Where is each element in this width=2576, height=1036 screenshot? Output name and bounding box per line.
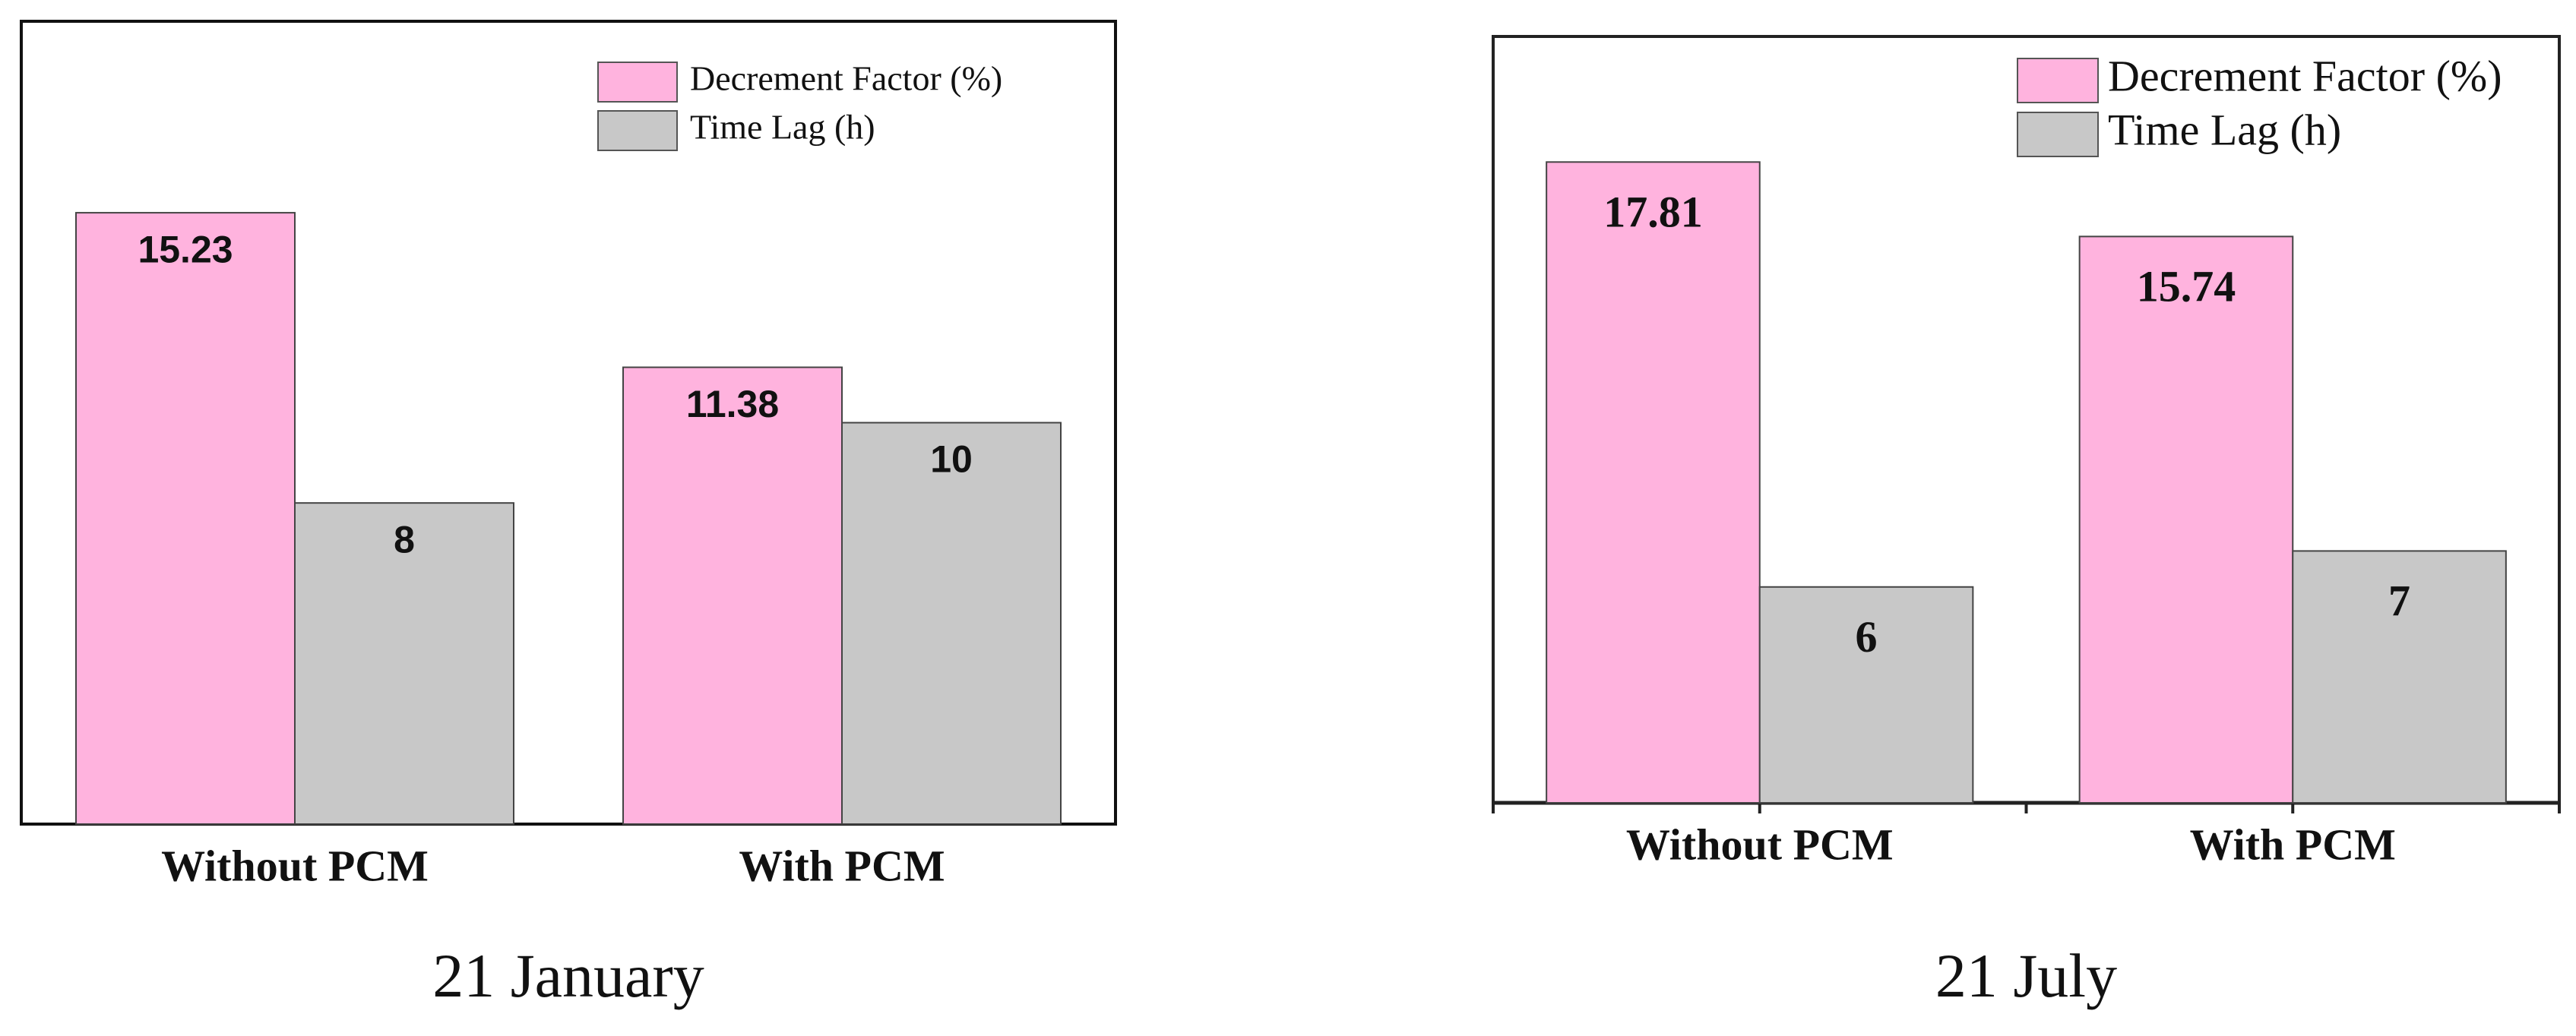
data-label: 8: [394, 518, 415, 561]
bar: [2078, 235, 2294, 804]
bar: [2292, 550, 2507, 804]
legend-label: Time Lag (h): [2108, 105, 2341, 154]
x-tick-label: Without PCM: [161, 841, 429, 890]
legend-label: Decrement Factor (%): [2108, 51, 2502, 100]
data-label: 6: [1856, 612, 1878, 662]
plot-frame: [1492, 35, 2561, 803]
chart-caption: 21 July: [1935, 941, 2117, 1010]
x-tick-label: Without PCM: [1626, 820, 1894, 869]
legend-swatch: [2017, 112, 2099, 157]
x-tick-label: With PCM: [2190, 820, 2396, 869]
bar: [75, 212, 296, 826]
legend-swatch: [597, 62, 678, 103]
bar: [294, 502, 514, 825]
legend-swatch: [597, 110, 678, 151]
legend-label: Time Lag (h): [690, 108, 875, 147]
data-label: 15.74: [2137, 262, 2236, 311]
bar: [841, 422, 1062, 825]
data-label: 11.38: [686, 383, 779, 425]
legend-swatch: [2017, 58, 2099, 103]
data-label: 17.81: [1603, 188, 1703, 237]
data-label: 7: [2388, 576, 2410, 626]
bar: [622, 366, 843, 825]
bar: [1758, 586, 1974, 804]
data-label: 15.23: [138, 228, 233, 270]
plot-frame: [20, 20, 1117, 826]
bar: [1546, 161, 1761, 804]
legend-label: Decrement Factor (%): [690, 59, 1002, 98]
x-tick-label: With PCM: [739, 841, 945, 890]
data-label: 10: [930, 438, 973, 481]
chart-caption: 21 January: [432, 941, 704, 1010]
